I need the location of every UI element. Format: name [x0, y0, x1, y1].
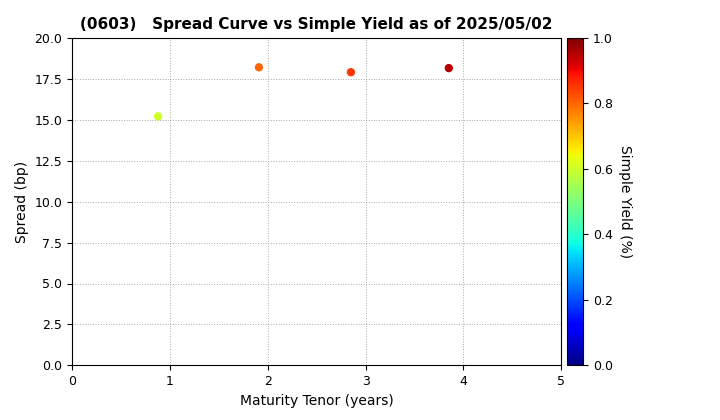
Point	[443, 65, 454, 71]
Y-axis label: Spread (bp): Spread (bp)	[15, 160, 29, 243]
Title: (0603)   Spread Curve vs Simple Yield as of 2025/05/02: (0603) Spread Curve vs Simple Yield as o…	[81, 18, 553, 32]
X-axis label: Maturity Tenor (years): Maturity Tenor (years)	[240, 394, 394, 408]
Point	[345, 69, 356, 76]
Point	[253, 64, 265, 71]
Point	[153, 113, 164, 120]
Y-axis label: Simple Yield (%): Simple Yield (%)	[618, 145, 632, 258]
